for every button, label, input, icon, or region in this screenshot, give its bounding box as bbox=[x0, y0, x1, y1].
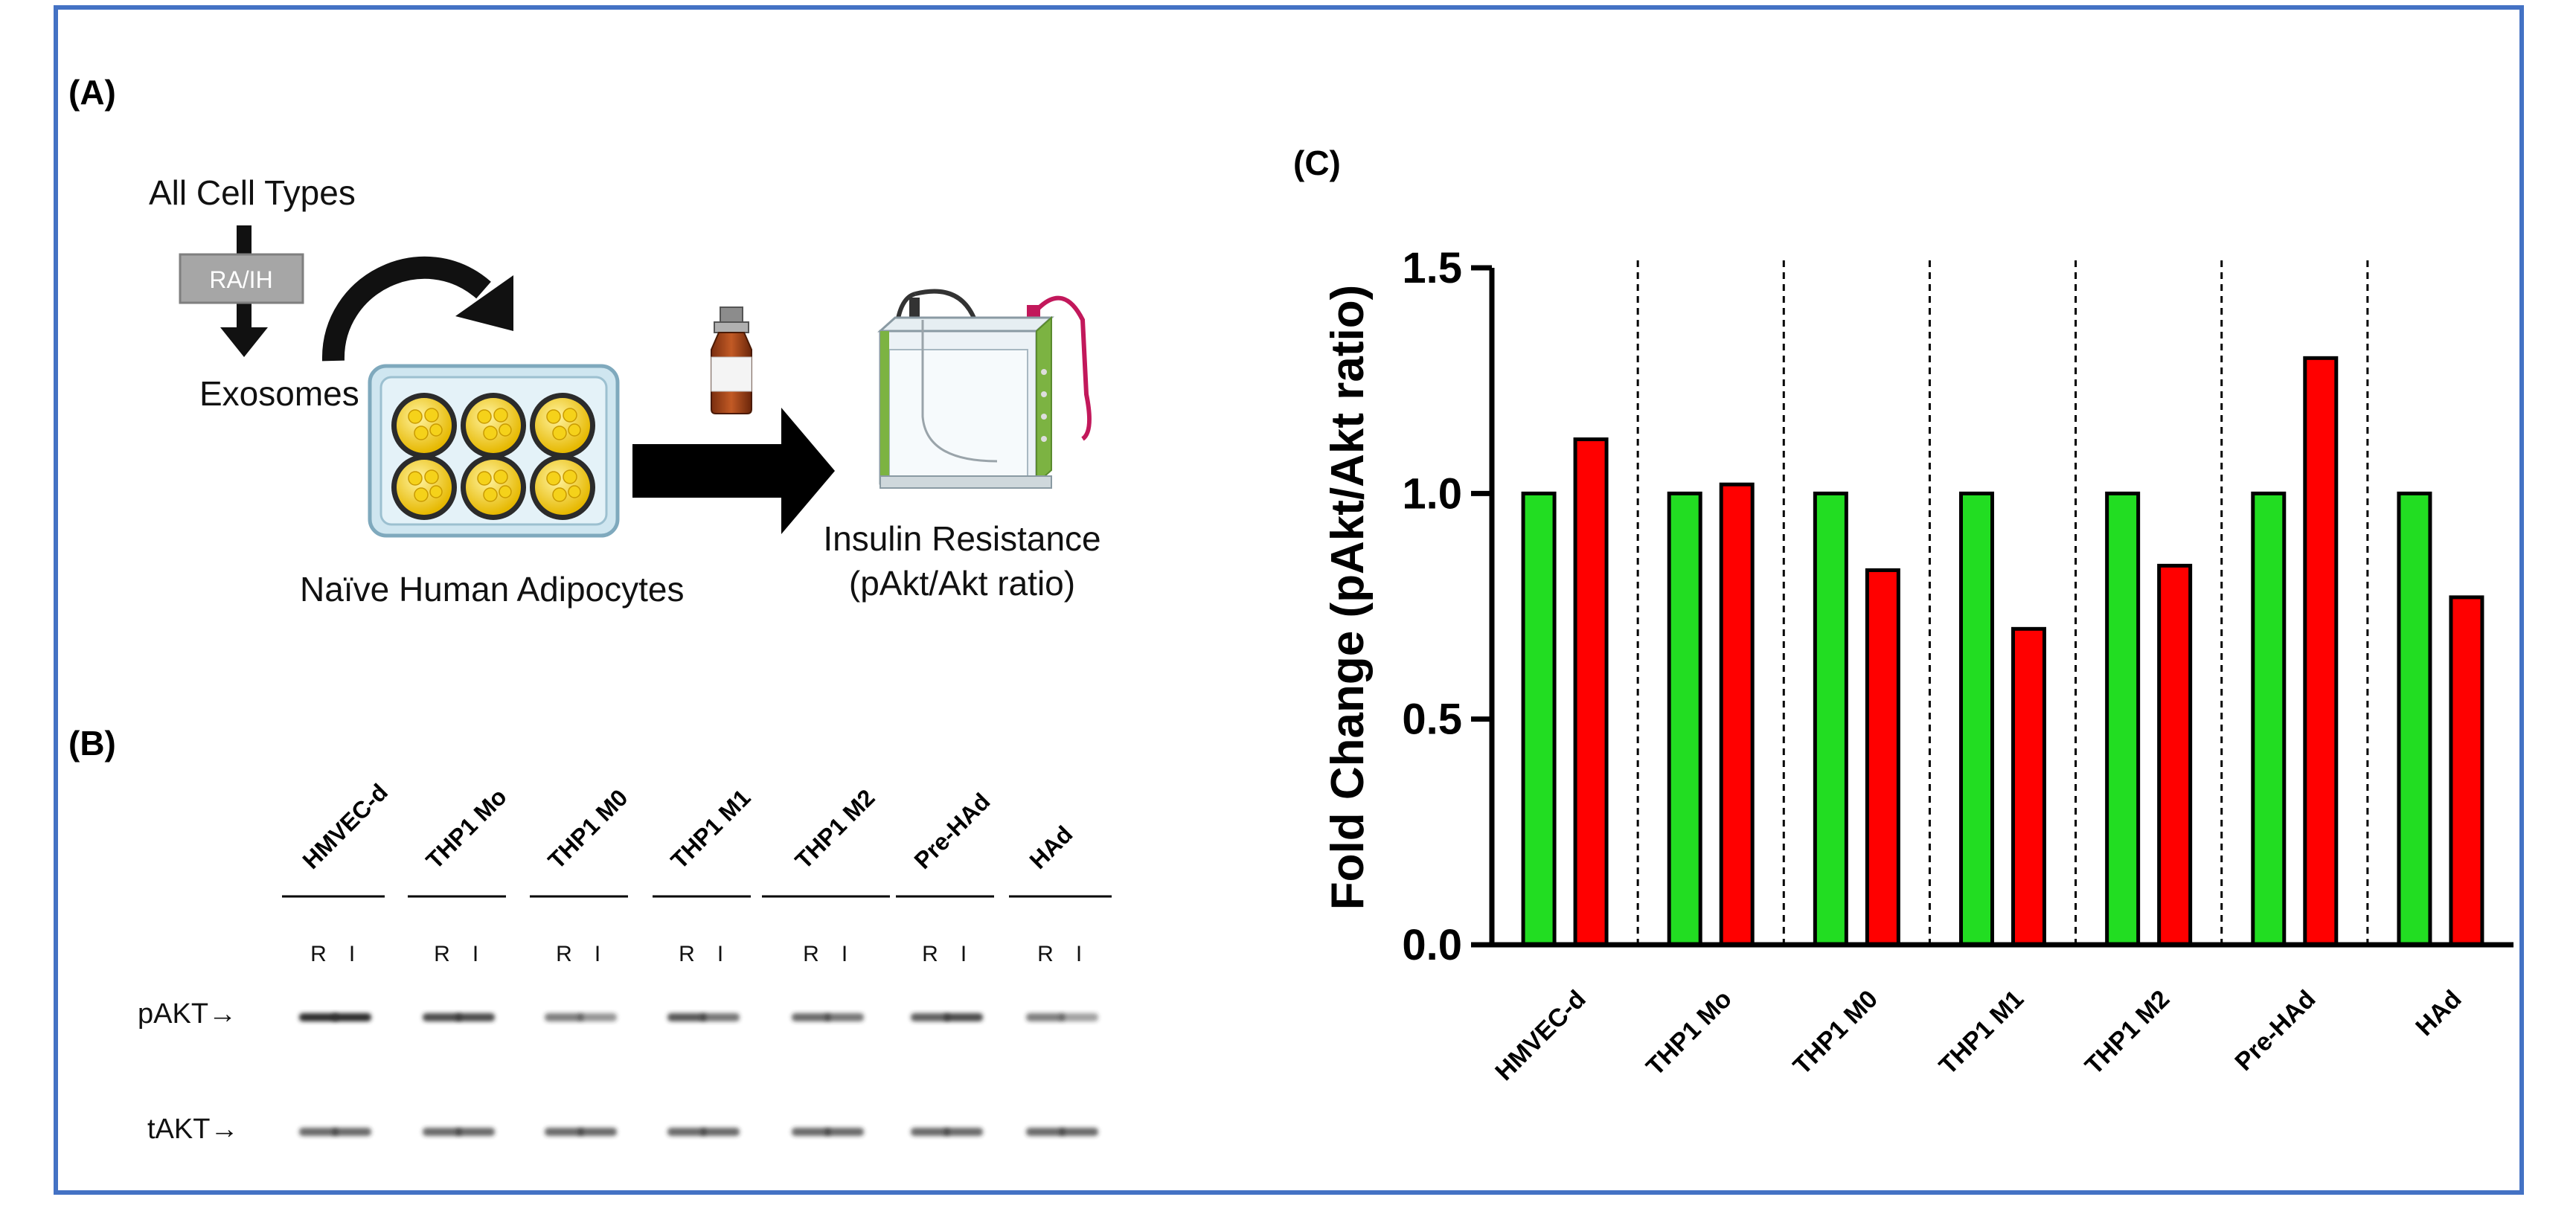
takt-band bbox=[333, 1128, 371, 1136]
panel-a-label: (A) bbox=[68, 73, 116, 112]
pakt-band bbox=[545, 1013, 583, 1021]
takt-band bbox=[1060, 1128, 1098, 1136]
takt-band bbox=[578, 1128, 617, 1136]
naive-adipocytes-label: Naïve Human Adipocytes bbox=[300, 570, 685, 609]
blot-sub-label: R bbox=[556, 942, 572, 966]
takt-band bbox=[825, 1128, 864, 1136]
y-tick-label: 1.0 bbox=[1402, 469, 1462, 518]
takt-band bbox=[792, 1128, 830, 1136]
takt-band bbox=[423, 1128, 461, 1136]
all-cell-types-label: All Cell Types bbox=[149, 173, 356, 212]
blot-sub-label: R bbox=[1037, 942, 1054, 966]
pakt-row-label: pAKT→ bbox=[138, 998, 237, 1030]
panel-c-label: (C) bbox=[1293, 144, 1341, 182]
bar-r-pre-had bbox=[2251, 491, 2287, 947]
blot-sub-label: I bbox=[349, 942, 355, 966]
blot-sub-label: R bbox=[803, 942, 819, 966]
exosomes-label: Exosomes bbox=[199, 374, 359, 413]
well-plate-icon bbox=[368, 364, 620, 538]
bar-r-hmvec-d bbox=[1521, 491, 1557, 947]
bar-i-had bbox=[2449, 595, 2484, 947]
y-tick-label: 1.5 bbox=[1402, 244, 1462, 292]
chart-y-ticks: 0.0 0.5 1.0 1.5 bbox=[1402, 244, 1492, 969]
y-tick-label: 0.5 bbox=[1402, 696, 1462, 744]
takt-band bbox=[456, 1128, 495, 1136]
blot-sub-label: I bbox=[472, 942, 478, 966]
chart-axes bbox=[1489, 268, 2513, 948]
blot-bands bbox=[299, 1013, 1098, 1136]
pakt-band bbox=[667, 1013, 706, 1021]
takt-band bbox=[545, 1128, 583, 1136]
bar-r-thp1-m2 bbox=[2105, 491, 2141, 947]
pakt-band bbox=[456, 1013, 495, 1021]
right-arrow-icon bbox=[632, 408, 835, 534]
bar-i-hmvec-d bbox=[1573, 437, 1609, 947]
blot-sub-label: I bbox=[595, 942, 600, 966]
bar-i-thp1-m0 bbox=[1865, 568, 1900, 947]
bar-r-thp1-m1 bbox=[1959, 491, 1994, 947]
blot-sub-label: I bbox=[961, 942, 967, 966]
bar-i-thp1-m1 bbox=[2011, 626, 2046, 947]
blot-sub-label: I bbox=[842, 942, 848, 966]
blot-sub-label: R bbox=[922, 942, 938, 966]
takt-band bbox=[299, 1128, 338, 1136]
ra-ih-box bbox=[179, 253, 304, 304]
chart-bars bbox=[1521, 356, 2484, 947]
bar-r-had bbox=[2397, 491, 2432, 947]
pakt-akt-ratio-label: (pAkt/Akt ratio) bbox=[849, 564, 1075, 603]
panel-a: (A) All Cell Types RA/IH Exosomes bbox=[68, 73, 1101, 609]
curved-arrow-icon bbox=[321, 256, 513, 362]
bar-i-pre-had bbox=[2303, 356, 2339, 947]
blot-sub-label: R bbox=[310, 942, 327, 966]
pakt-band bbox=[911, 1013, 949, 1021]
blot-sub-label: I bbox=[1076, 942, 1082, 966]
takt-band bbox=[667, 1128, 706, 1136]
pakt-band bbox=[825, 1013, 864, 1021]
takt-band bbox=[701, 1128, 740, 1136]
takt-row-label: tAKT→ bbox=[147, 1114, 238, 1145]
blot-sub-label: R bbox=[679, 942, 695, 966]
vial-icon bbox=[711, 306, 752, 414]
bar-r-thp1-mo bbox=[1667, 491, 1702, 947]
panel-c: (C) Fold Change (pAkt/Akt ratio) 0.0 0.5 1… bbox=[1293, 144, 2513, 1086]
takt-band bbox=[944, 1128, 983, 1136]
takt-band bbox=[911, 1128, 949, 1136]
pakt-band bbox=[299, 1013, 338, 1021]
pakt-band bbox=[701, 1013, 740, 1021]
insulin-resistance-label: Insulin Resistance bbox=[823, 519, 1100, 558]
y-axis-title: Fold Change (pAkt/Akt ratio) bbox=[1322, 285, 1374, 910]
pakt-band bbox=[1026, 1013, 1065, 1021]
bar-i-thp1-m2 bbox=[2157, 563, 2193, 947]
pakt-band bbox=[423, 1013, 461, 1021]
pakt-band bbox=[333, 1013, 371, 1021]
takt-band bbox=[1026, 1128, 1065, 1136]
bar-r-thp1-m0 bbox=[1813, 491, 1848, 947]
y-tick-label: 0.0 bbox=[1402, 921, 1462, 969]
pakt-band bbox=[944, 1013, 983, 1021]
blot-sub-label: I bbox=[717, 942, 723, 966]
panel-b-label: (B) bbox=[68, 724, 116, 763]
ra-ih-label: RA/IH bbox=[209, 266, 272, 293]
pakt-band bbox=[578, 1013, 617, 1021]
blot-sub-label: R bbox=[434, 942, 450, 966]
pakt-band bbox=[1060, 1013, 1098, 1021]
pakt-band bbox=[792, 1013, 830, 1021]
bar-i-thp1-mo bbox=[1719, 482, 1755, 947]
western-blot-tank-icon bbox=[877, 289, 1092, 489]
